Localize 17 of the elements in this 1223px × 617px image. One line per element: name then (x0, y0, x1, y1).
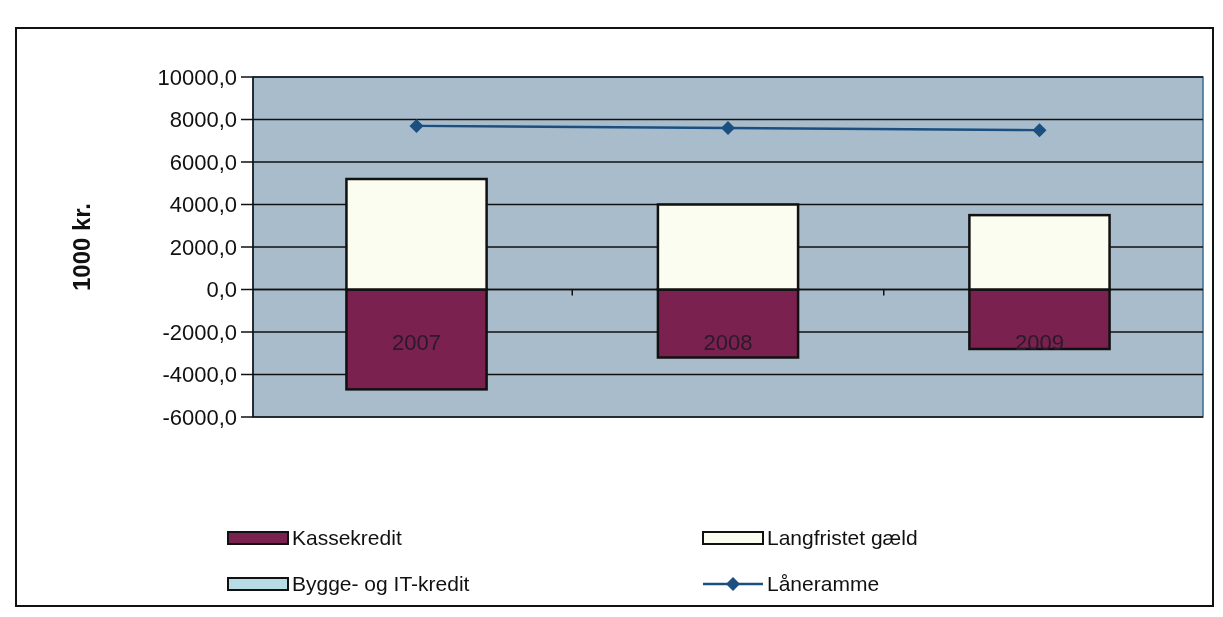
y-tick-label: 0,0 (206, 277, 237, 303)
y-tick-label: 8000,0 (169, 107, 237, 133)
y-tick-label: -6000,0 (162, 404, 237, 430)
legend-label: Låneramme (767, 572, 880, 596)
legend-label: Langfristet gæld (767, 526, 918, 550)
y-tick-label: 10000,0 (157, 64, 237, 90)
y-tick-label: -2000,0 (162, 319, 237, 345)
y-tick-label: 4000,0 (169, 192, 237, 218)
y-tick-label: 6000,0 (169, 149, 237, 175)
y-tick-label: -4000,0 (162, 362, 237, 388)
legend-label: Kassekredit (292, 526, 402, 550)
legend-label: Bygge- og IT-kredit (292, 572, 470, 596)
y-axis-title: 1000 kr. (68, 202, 95, 292)
x-tick-label: 2009 (1015, 329, 1064, 355)
y-tick-label: 2000,0 (169, 234, 237, 260)
x-tick-label: 2007 (392, 329, 441, 355)
x-tick-label: 2008 (703, 329, 753, 355)
